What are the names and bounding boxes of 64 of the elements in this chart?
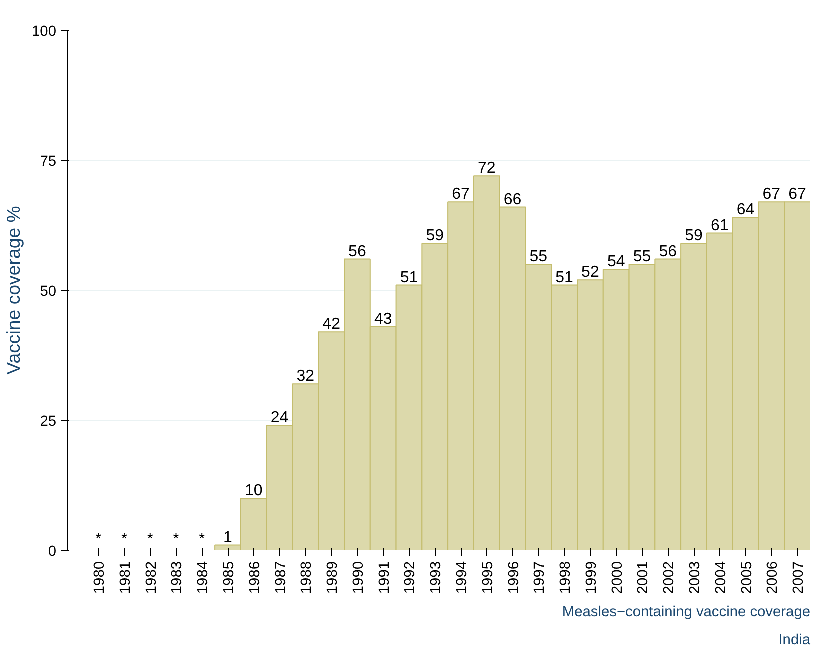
y-tick-label: 25 [40,414,57,430]
data-label: 66 [504,191,522,208]
x-tick-label: 1998 [558,561,574,594]
data-label: 42 [322,316,341,334]
y-tick-label: 50 [40,284,57,300]
text: * [173,532,180,548]
data-label: 67 [788,186,807,204]
data-label: 59 [426,228,444,245]
text: * [96,532,102,548]
data-label: 55 [530,248,548,266]
x-tick-label: 2003 [688,561,704,594]
data-label: 59 [685,228,703,245]
x-tick-label: 1995 [480,561,496,594]
x-tick-label: 1982 [144,561,160,594]
x-tick-label: 2004 [713,561,730,594]
text: * [147,532,154,548]
x-tick-label: 1988 [299,561,316,594]
data-label: 67 [452,186,470,204]
x-tick-label: 1999 [584,561,600,594]
x-tick-label: 1986 [247,561,264,594]
x-tick-label: 2002 [662,561,678,594]
x-tick-label: 1984 [196,561,212,594]
x-tick-label: 1983 [170,561,186,594]
x-tick-label: 1994 [454,561,471,594]
data-label: 64 [736,202,755,219]
data-label: 55 [633,248,652,266]
x-tick-label: 2000 [610,561,626,594]
x-tick-label: 1996 [506,561,522,594]
x-tick-label: 1992 [402,561,419,594]
text: India [778,632,812,648]
data-label: 1 [224,529,233,546]
data-label: 56 [659,243,678,260]
x-tick-label: 1989 [325,561,342,594]
data-label: 51 [400,269,418,286]
data-label: 61 [710,217,729,234]
data-label: 32 [296,368,315,386]
x-tick-label: 1997 [532,561,548,594]
text: Measles−containing vaccine coverage [562,604,811,620]
data-label: 51 [556,269,574,286]
x-tick-label: 2007 [791,561,808,594]
y-tick-label: 0 [48,544,57,560]
data-label: 56 [348,243,366,260]
data-label: 24 [270,410,289,427]
x-tick-label: 2006 [765,561,782,594]
y-tick-label: 100 [32,24,57,40]
x-tick-label: 1980 [92,561,108,594]
data-label: 43 [374,310,392,328]
data-label: 67 [762,186,781,204]
text: * [122,532,128,548]
x-tick-label: 1987 [273,561,290,594]
data-label: 10 [245,482,263,500]
x-tick-label: 2001 [636,561,652,594]
x-tick-label: 2005 [739,561,756,594]
x-tick-label: 1991 [376,561,393,594]
text: * [199,532,205,548]
x-tick-label: 1985 [222,561,238,594]
x-tick-label: 1993 [428,561,445,594]
y-tick-label: 75 [40,154,57,170]
x-tick-label: 1981 [118,561,134,594]
data-label: 52 [582,264,600,282]
x-tick-label: 1990 [350,561,367,594]
y-axis-title: Vaccine coverage % [3,206,24,375]
data-label: 54 [607,254,626,271]
data-label: 72 [478,160,496,178]
